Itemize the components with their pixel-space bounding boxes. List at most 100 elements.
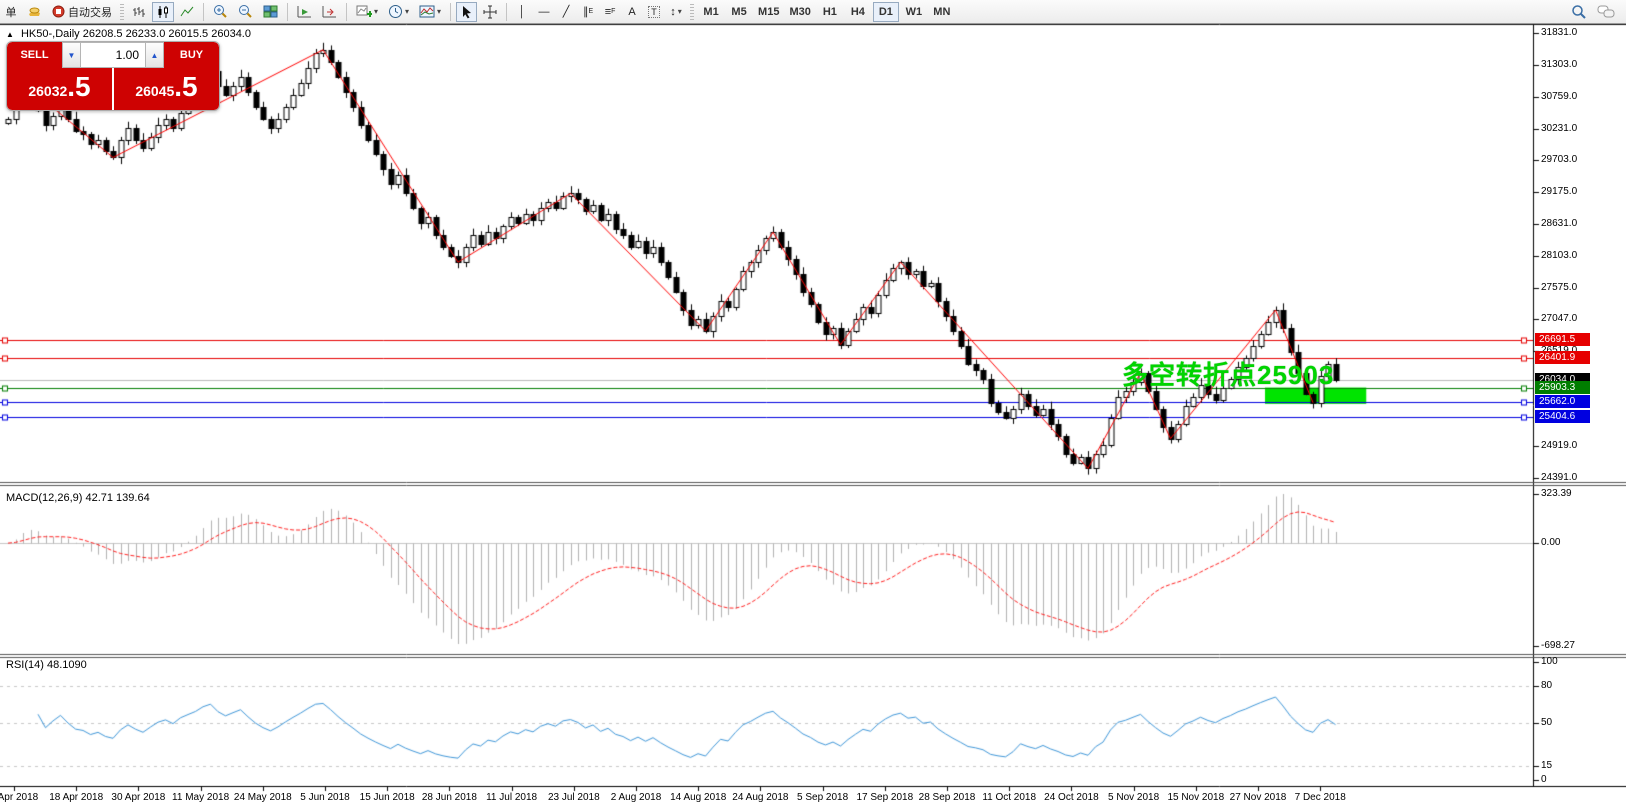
spin-down-icon: ▼ (67, 50, 76, 60)
trendline-tool[interactable]: ╱ (556, 2, 576, 22)
date-label: 5 Sep 2018 (797, 792, 849, 803)
channel-tool[interactable]: ∥ E (578, 2, 598, 22)
volume-input[interactable]: 1.00 (81, 42, 145, 68)
chat-button[interactable] (1593, 2, 1619, 22)
hline-price-tag[interactable]: 25662.0 (1535, 394, 1590, 408)
timeframe-group: M1 M5 M15 M30 H1 H4 D1 W1 MN (697, 1, 956, 22)
arrows-tool[interactable]: ↕ ▾ (666, 2, 686, 22)
symbol-period-label: HK50-,Daily (20, 28, 80, 40)
price-tick-label: 31303.0 (1541, 58, 1578, 70)
line-chart-icon (180, 6, 194, 16)
toolbar-separator (287, 2, 288, 21)
fibonacci-sub: F (611, 8, 616, 15)
date-label: 7 Dec 2018 (1294, 792, 1346, 803)
periods-button[interactable]: ▾ (384, 2, 413, 22)
rsi-indicator-label: RSI(14) 48.1090 (6, 659, 87, 671)
chart-shift-button[interactable] (318, 2, 341, 22)
ohlc-open: 26208.5 (82, 28, 123, 40)
date-label: 24 Aug 2018 (732, 792, 789, 803)
tile-windows-button[interactable] (259, 2, 282, 22)
price-tick-label: 24919.0 (1541, 440, 1578, 452)
bar-chart-button[interactable] (128, 2, 150, 22)
price-tick-label: 30231.0 (1541, 122, 1578, 134)
trade-panel-top-row: SELL ▼ 1.00 ▲ BUY (7, 42, 219, 68)
horizontal-line-tool[interactable]: — (534, 2, 554, 22)
hline-price-tag[interactable]: 25404.6 (1535, 410, 1590, 424)
timeframe-mn-button[interactable]: MN (929, 2, 955, 22)
price-tick-label: 29175.0 (1541, 185, 1578, 197)
clock-icon (389, 5, 403, 18)
buy-price-button[interactable]: 26045.5 (114, 68, 219, 110)
zoom-out-button[interactable] (234, 2, 257, 22)
timeframe-m5-button[interactable]: M5 (726, 2, 752, 22)
date-label: 11 May 2018 (172, 792, 230, 803)
trade-panel-price-row: 26032.5 26045.5 (7, 68, 219, 110)
sell-button[interactable]: SELL (7, 42, 62, 68)
volume-increase-button[interactable]: ▲ (145, 42, 164, 68)
timeframe-h1-button[interactable]: H1 (817, 2, 843, 22)
new-order-button[interactable]: 单 (1, 2, 21, 22)
time-axis[interactable]: 6 Apr 2018 18 Apr 2018 30 Apr 2018 11 May 2… (0, 789, 1533, 809)
price-axis[interactable]: 31831.0 31303.0 30759.0 30231.0 29703.0 29175… (1534, 24, 1626, 787)
ohlc-high: 26233.0 (125, 28, 166, 40)
zoom-out-icon (239, 5, 252, 18)
date-label: 28 Sep 2018 (918, 792, 976, 803)
zoom-in-icon (214, 5, 227, 18)
candlestick-chart-button[interactable] (152, 1, 174, 22)
macd-axis-label: 0.00 (1541, 537, 1561, 548)
autotrading-button[interactable]: 自动交易 (48, 2, 116, 22)
timeframe-m1-button[interactable]: M1 (698, 2, 724, 22)
chat-icon (1597, 5, 1615, 17)
sell-price-int: 26032 (28, 83, 68, 99)
date-label: 6 Apr 2018 (0, 792, 39, 803)
channel-sub: E (588, 8, 594, 15)
fibonacci-tool[interactable]: ≡ F (600, 2, 620, 22)
rsi-axis-label: 15 (1541, 759, 1553, 771)
timeframe-d1-button[interactable]: D1 (872, 1, 899, 22)
timeframe-w1-button[interactable]: W1 (901, 2, 927, 22)
timeframe-m15-button[interactable]: M15 (754, 2, 783, 22)
date-label: 14 Aug 2018 (670, 792, 727, 803)
rsi-axis-label: 0 (1541, 774, 1547, 785)
rsi-axis-label: 50 (1541, 717, 1553, 728)
text-tool[interactable]: A (622, 2, 642, 22)
search-button[interactable] (1567, 2, 1591, 22)
text-label-icon: T (648, 5, 660, 18)
add-indicator-button[interactable]: ▾ (352, 2, 382, 22)
text-label-tool[interactable]: T (644, 2, 664, 22)
hline-price-tag[interactable]: 26401.9 (1535, 350, 1590, 364)
chart-annotation-text[interactable]: 多空转折点25903 (1122, 359, 1335, 390)
templates-button[interactable]: ▾ (415, 2, 445, 22)
date-label: 5 Nov 2018 (1108, 792, 1160, 803)
date-label: 17 Sep 2018 (856, 792, 914, 803)
volume-decrease-button[interactable]: ▼ (62, 42, 81, 68)
zoom-in-button[interactable] (209, 2, 232, 22)
auto-scroll-button[interactable] (293, 2, 316, 22)
search-icon (1572, 4, 1586, 19)
line-chart-button[interactable] (176, 2, 198, 22)
cursor-button[interactable] (456, 1, 478, 22)
autotrading-label: 自动交易 (68, 6, 112, 19)
price-tick-label: 29703.0 (1541, 154, 1578, 166)
horizontal-line-icon: — (538, 5, 550, 18)
timeframe-h4-button[interactable]: H4 (845, 2, 871, 22)
buy-button[interactable]: BUY (164, 42, 219, 68)
bar-chart-icon (133, 6, 145, 17)
timeframe-m30-button[interactable]: M30 (785, 2, 814, 22)
add-indicator-icon (356, 5, 372, 17)
sell-price-button[interactable]: 26032.5 (7, 68, 112, 110)
crosshair-button[interactable] (479, 2, 501, 22)
hline-price-tag[interactable]: 25903.3 (1535, 380, 1590, 394)
vertical-line-tool[interactable]: │ (512, 2, 532, 22)
collapse-panel-icon[interactable]: ▲ (6, 30, 14, 39)
hline-price-tag[interactable]: 26691.5 (1535, 333, 1590, 347)
new-order-label: 单 (5, 6, 17, 19)
date-label: 18 Apr 2018 (49, 792, 104, 803)
price-tick-label: 27047.0 (1541, 313, 1578, 325)
price-tick-label: 30759.0 (1541, 91, 1578, 103)
toolbar-separator (450, 2, 452, 21)
gold-badge-icon[interactable] (23, 2, 46, 22)
price-tick-label: 28103.0 (1541, 249, 1578, 261)
